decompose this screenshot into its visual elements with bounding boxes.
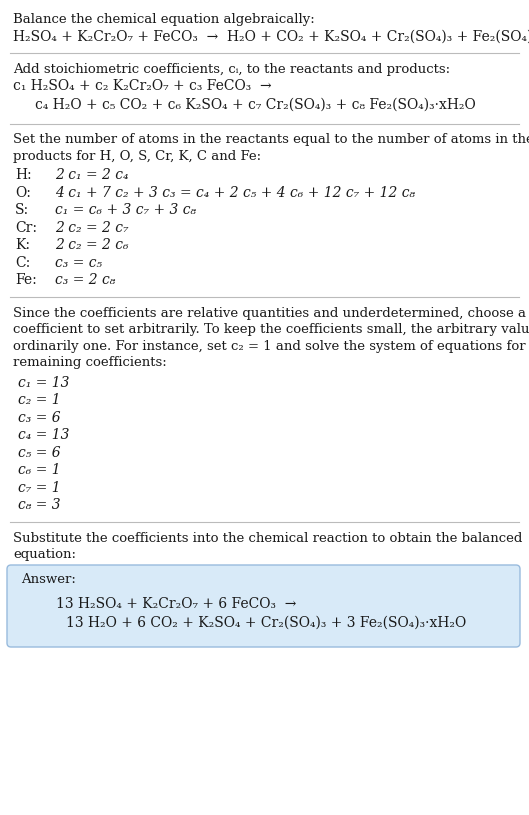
Text: c₆ = 1: c₆ = 1 — [18, 464, 61, 478]
Text: products for H, O, S, Cr, K, C and Fe:: products for H, O, S, Cr, K, C and Fe: — [13, 150, 261, 163]
Text: 2 c₁ = 2 c₄: 2 c₁ = 2 c₄ — [55, 169, 129, 183]
Text: H₂SO₄ + K₂Cr₂O₇ + FeCO₃  →  H₂O + CO₂ + K₂SO₄ + Cr₂(SO₄)₃ + Fe₂(SO₄)₃·xH₂O: H₂SO₄ + K₂Cr₂O₇ + FeCO₃ → H₂O + CO₂ + K₂… — [13, 29, 529, 43]
Text: c₃ = 6: c₃ = 6 — [18, 411, 61, 425]
Text: Add stoichiometric coefficients, cᵢ, to the reactants and products:: Add stoichiometric coefficients, cᵢ, to … — [13, 63, 450, 76]
Text: Balance the chemical equation algebraically:: Balance the chemical equation algebraica… — [13, 13, 315, 26]
Text: coefficient to set arbitrarily. To keep the coefficients small, the arbitrary va: coefficient to set arbitrarily. To keep … — [13, 324, 529, 337]
Text: Since the coefficients are relative quantities and underdetermined, choose a: Since the coefficients are relative quan… — [13, 307, 526, 320]
Text: C:: C: — [15, 256, 30, 270]
Text: c₁ = 13: c₁ = 13 — [18, 376, 69, 390]
Text: c₁ H₂SO₄ + c₂ K₂Cr₂O₇ + c₃ FeCO₃  →: c₁ H₂SO₄ + c₂ K₂Cr₂O₇ + c₃ FeCO₃ → — [13, 80, 271, 94]
Text: S:: S: — [15, 204, 29, 218]
Text: c₄ = 13: c₄ = 13 — [18, 429, 69, 443]
Text: 13 H₂SO₄ + K₂Cr₂O₇ + 6 FeCO₃  →: 13 H₂SO₄ + K₂Cr₂O₇ + 6 FeCO₃ → — [56, 597, 296, 611]
Text: c₃ = 2 c₈: c₃ = 2 c₈ — [55, 274, 115, 288]
Text: Answer:: Answer: — [21, 573, 76, 586]
FancyBboxPatch shape — [7, 565, 520, 647]
Text: 4 c₁ + 7 c₂ + 3 c₃ = c₄ + 2 c₅ + 4 c₆ + 12 c₇ + 12 c₈: 4 c₁ + 7 c₂ + 3 c₃ = c₄ + 2 c₅ + 4 c₆ + … — [55, 186, 415, 200]
Text: c₁ = c₆ + 3 c₇ + 3 c₈: c₁ = c₆ + 3 c₇ + 3 c₈ — [55, 204, 196, 218]
Text: 13 H₂O + 6 CO₂ + K₂SO₄ + Cr₂(SO₄)₃ + 3 Fe₂(SO₄)₃·xH₂O: 13 H₂O + 6 CO₂ + K₂SO₄ + Cr₂(SO₄)₃ + 3 F… — [66, 616, 466, 630]
Text: Set the number of atoms in the reactants equal to the number of atoms in the: Set the number of atoms in the reactants… — [13, 134, 529, 147]
Text: equation:: equation: — [13, 548, 76, 562]
Text: Fe:: Fe: — [15, 274, 37, 288]
Text: O:: O: — [15, 186, 31, 200]
Text: c₃ = c₅: c₃ = c₅ — [55, 256, 102, 270]
Text: Cr:: Cr: — [15, 221, 37, 235]
Text: c₂ = 1: c₂ = 1 — [18, 394, 61, 408]
Text: c₈ = 3: c₈ = 3 — [18, 499, 61, 513]
Text: remaining coefficients:: remaining coefficients: — [13, 356, 167, 369]
Text: Substitute the coefficients into the chemical reaction to obtain the balanced: Substitute the coefficients into the che… — [13, 532, 522, 545]
Text: K:: K: — [15, 239, 30, 253]
Text: c₄ H₂O + c₅ CO₂ + c₆ K₂SO₄ + c₇ Cr₂(SO₄)₃ + c₈ Fe₂(SO₄)₃·xH₂O: c₄ H₂O + c₅ CO₂ + c₆ K₂SO₄ + c₇ Cr₂(SO₄)… — [35, 98, 476, 112]
Text: c₇ = 1: c₇ = 1 — [18, 481, 61, 495]
Text: 2 c₂ = 2 c₆: 2 c₂ = 2 c₆ — [55, 239, 129, 253]
Text: H:: H: — [15, 169, 32, 183]
Text: c₅ = 6: c₅ = 6 — [18, 446, 61, 460]
Text: ordinarily one. For instance, set c₂ = 1 and solve the system of equations for t: ordinarily one. For instance, set c₂ = 1… — [13, 340, 529, 353]
Text: 2 c₂ = 2 c₇: 2 c₂ = 2 c₇ — [55, 221, 129, 235]
